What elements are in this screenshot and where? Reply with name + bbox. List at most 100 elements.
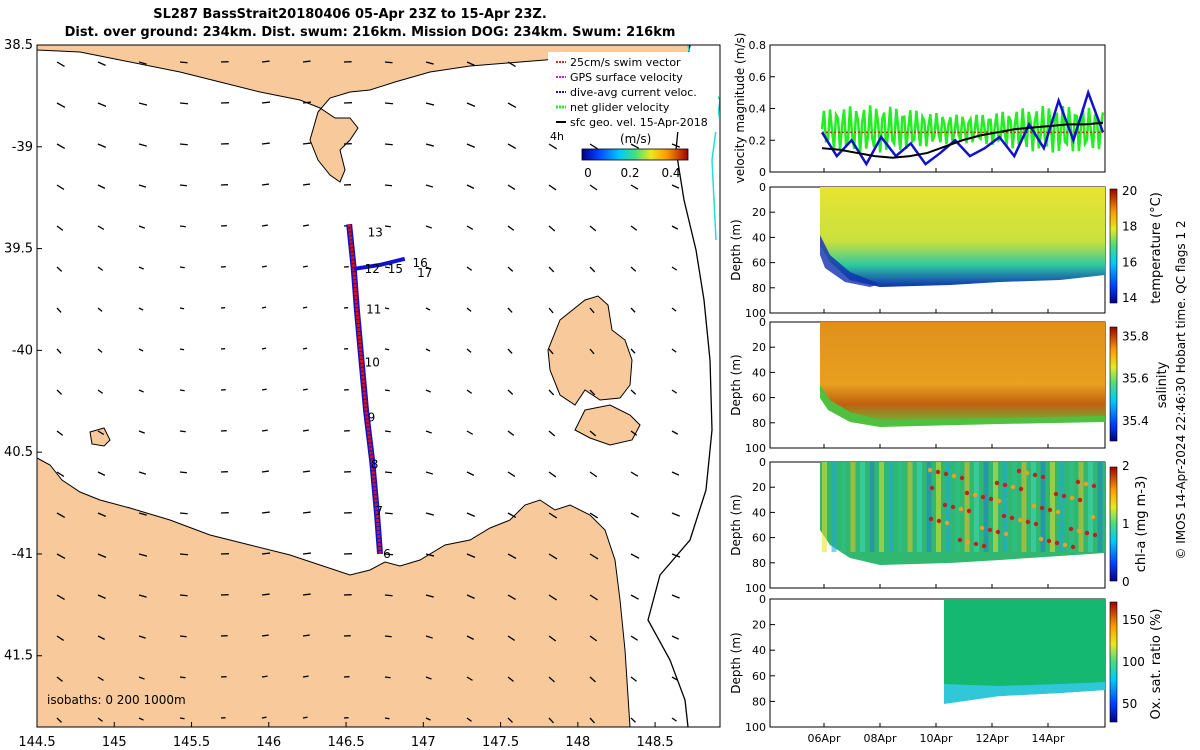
chla-stripe [945, 462, 951, 552]
map-xtick-label: 145.5 [173, 735, 210, 750]
chla-stripe [1002, 462, 1008, 552]
legend-4h: 4h [550, 130, 564, 143]
isobath-1000m [687, 45, 720, 241]
colorbar-tick-label: 1 [1122, 517, 1130, 531]
velocity-arrow [589, 553, 599, 560]
velocity-arrow [302, 552, 312, 555]
velocity-arrow [384, 471, 392, 474]
velocity-arrow [671, 594, 680, 599]
velocity-arrow [97, 430, 105, 435]
velocity-arrow [671, 717, 677, 722]
velocity-arrow [507, 225, 515, 231]
velocity-arrow [425, 430, 432, 434]
velocity-ytick-label: 0.8 [749, 39, 767, 52]
velocity-arrow [138, 471, 147, 475]
depth-tick-label: 40 [752, 644, 766, 657]
chla-dot [935, 469, 941, 475]
time-xtick-label: 08Apr [863, 732, 897, 745]
velocity-arrow [671, 553, 681, 558]
velocity-arrow [261, 183, 270, 186]
chart-title-line2: Dist. over ground: 234km. Dist. swum: 21… [64, 25, 676, 40]
velocity-arrow [630, 594, 639, 600]
velocity-arrow [56, 348, 62, 354]
velocity-arrow [425, 389, 431, 393]
velocity-arrow [384, 594, 393, 597]
chla-dot [1040, 474, 1046, 480]
velocity-arrow [138, 594, 147, 598]
velocity-arrow [507, 348, 513, 354]
velocity-arrow [671, 348, 677, 353]
velocity-arrow [425, 143, 434, 147]
map-ytick-label: -40 [12, 343, 33, 358]
map-xtick-label: 148 [565, 735, 590, 750]
track-east-excursion [353, 256, 406, 271]
sfc-geo-velocity-line [821, 121, 1104, 159]
velocity-arrow [548, 348, 554, 355]
chla-stripe [964, 462, 970, 552]
velocity-arrow [589, 389, 596, 396]
velocity-arrow [507, 676, 514, 682]
velocity-arrow [302, 470, 310, 473]
velocity-arrow [466, 389, 473, 394]
salinity-cbar-label: salinity [1155, 361, 1170, 408]
velocity-arrow [425, 225, 433, 229]
velocity-arrow [507, 389, 514, 395]
chla-dot [1092, 532, 1098, 538]
day-label: 17 [417, 266, 432, 280]
velocity-arrow [384, 61, 393, 64]
chla-dot [1032, 472, 1038, 478]
time-axis-labels: 06Apr 08Apr 10Apr 12Apr 14Apr [807, 168, 1065, 745]
velocity-arrow [261, 634, 269, 637]
velocity-arrow [548, 266, 555, 273]
salinity-depth-label: Depth (m) [729, 354, 743, 415]
velocity-arrow [589, 266, 596, 273]
velocity-arrow [548, 676, 555, 683]
chla-dot [996, 498, 1002, 504]
velocity-arrow [302, 183, 311, 186]
chla-colorbar [1109, 466, 1118, 582]
velocity-arrow [507, 717, 513, 723]
colorbar-tick-1: 0.2 [620, 166, 639, 180]
velocity-arrow [261, 101, 271, 104]
velocity-arrow [56, 389, 63, 395]
velocity-arrow [302, 593, 311, 596]
chla-dot [943, 471, 949, 477]
temperature-colorbar [1109, 188, 1118, 304]
chla-dot [1002, 482, 1008, 488]
day-label: 16 [412, 256, 427, 270]
time-xtick-label: 12Apr [975, 732, 1009, 745]
velocity-arrow [671, 225, 679, 230]
velocity-arrow [507, 61, 516, 67]
velocity-arrow [179, 512, 188, 515]
map-xtick-label: 147.5 [482, 735, 519, 750]
velocity-arrow [425, 594, 434, 598]
chla-dot [1046, 538, 1052, 544]
day-label: 13 [368, 225, 383, 239]
velocity-arrow [630, 307, 636, 313]
velocity-arrow [261, 142, 270, 145]
salinity-panel: Depth (m) salinity 0 20 40 60 80 100 35.8 35.6 3… [729, 316, 1170, 455]
velocity-arrow [507, 266, 514, 272]
velocity-arrow [384, 266, 390, 269]
chla-stripe [1050, 462, 1055, 552]
depth-tick-label: 60 [752, 670, 766, 683]
time-xtick-label: 14Apr [1031, 732, 1065, 745]
velocity-arrow [466, 348, 472, 353]
velocity-arrow [466, 471, 475, 476]
day-label: 10 [365, 356, 380, 370]
velocity-arrow [179, 307, 185, 310]
map-ytick-label: 38.5 [4, 38, 33, 53]
velocity-arrow [179, 266, 185, 269]
velocity-arrow [302, 716, 308, 719]
velocity-arrow [425, 717, 431, 721]
chla-dot [1084, 530, 1090, 536]
velocity-arrow [384, 389, 390, 392]
velocity-arrow [302, 511, 311, 514]
chla-dot [1017, 517, 1023, 523]
velocity-arrow [548, 143, 558, 150]
velocity-arrow [466, 266, 473, 271]
velocity-arrow [630, 553, 640, 559]
chla-dot [973, 541, 979, 547]
velocity-arrow [56, 717, 62, 723]
